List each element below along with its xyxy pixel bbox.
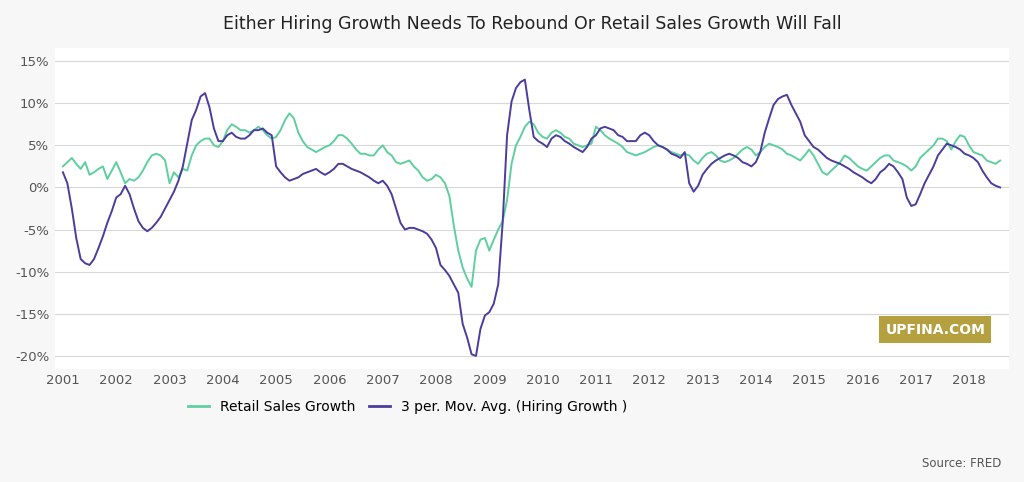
Retail Sales Growth [56, 163, 69, 169]
3 per. Mov. Avg. (Hiring Growth ) [105, 208, 118, 214]
Retail Sales Growth [105, 168, 118, 174]
3 per. Mov. Avg. (Hiring Growth ) [514, 79, 526, 85]
3 per. Mov. Avg. (Hiring Growth ) [759, 130, 771, 135]
Retail Sales Growth [466, 284, 478, 290]
Title: Either Hiring Growth Needs To Rebound Or Retail Sales Growth Will Fall: Either Hiring Growth Needs To Rebound Or… [222, 15, 842, 33]
3 per. Mov. Avg. (Hiring Growth ) [56, 169, 69, 175]
3 per. Mov. Avg. (Hiring Growth ) [519, 77, 531, 82]
Line: Retail Sales Growth: Retail Sales Growth [62, 113, 1000, 287]
3 per. Mov. Avg. (Hiring Growth ) [994, 185, 1007, 190]
3 per. Mov. Avg. (Hiring Growth ) [470, 353, 482, 359]
Line: 3 per. Mov. Avg. (Hiring Growth ): 3 per. Mov. Avg. (Hiring Growth ) [62, 80, 1000, 356]
Retail Sales Growth [994, 158, 1007, 163]
Retail Sales Growth [128, 178, 140, 184]
Retail Sales Growth [284, 110, 296, 116]
Text: UPFINA.COM: UPFINA.COM [886, 322, 985, 336]
3 per. Mov. Avg. (Hiring Growth ) [128, 206, 140, 212]
Retail Sales Growth [732, 151, 744, 157]
Retail Sales Growth [869, 159, 882, 165]
Retail Sales Growth [759, 144, 771, 150]
Text: Source: FRED: Source: FRED [922, 457, 1001, 470]
3 per. Mov. Avg. (Hiring Growth ) [869, 176, 882, 182]
Retail Sales Growth [519, 124, 531, 130]
Legend: Retail Sales Growth, 3 per. Mov. Avg. (Hiring Growth ): Retail Sales Growth, 3 per. Mov. Avg. (H… [182, 394, 633, 419]
3 per. Mov. Avg. (Hiring Growth ) [732, 155, 744, 161]
